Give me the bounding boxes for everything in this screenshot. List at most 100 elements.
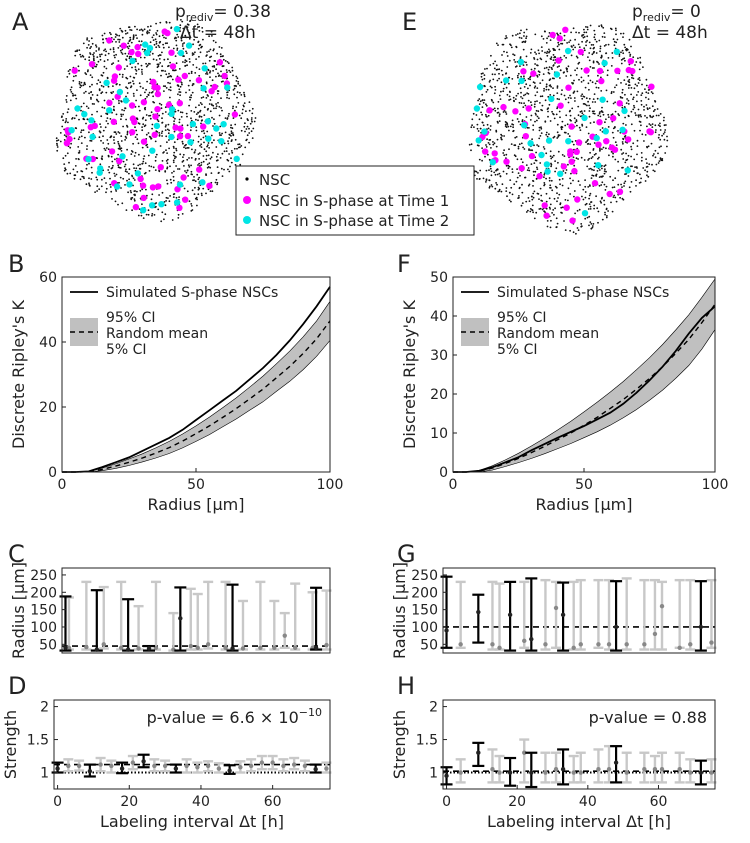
nsc-dot bbox=[534, 170, 537, 173]
nsc-dot bbox=[559, 183, 561, 186]
nsc-dot bbox=[597, 157, 599, 160]
nsc-dot bbox=[569, 182, 572, 185]
nsc-dot bbox=[591, 101, 594, 103]
nsc-dot bbox=[71, 117, 74, 119]
nsc-dot bbox=[623, 79, 626, 81]
data-point bbox=[688, 642, 693, 647]
nsc-dot bbox=[642, 66, 644, 68]
nsc-dot bbox=[67, 70, 70, 72]
nsc-dot bbox=[500, 133, 502, 136]
data-point bbox=[324, 766, 329, 771]
nsc-dot bbox=[190, 117, 192, 120]
nsc-dot bbox=[181, 20, 184, 23]
nsc-dot bbox=[188, 104, 191, 107]
nsc-dot bbox=[96, 82, 98, 85]
nsc-dot bbox=[538, 71, 541, 73]
nsc-dot bbox=[523, 94, 525, 97]
nsc-dot bbox=[216, 159, 219, 162]
nsc-dot bbox=[163, 218, 165, 221]
nsc-sphase-time1-dot bbox=[575, 139, 583, 146]
nsc-dot bbox=[511, 78, 514, 80]
nsc-dot bbox=[63, 163, 66, 166]
p-value-annotation: p-value = 0.88 bbox=[589, 708, 707, 727]
nsc-dot bbox=[138, 208, 141, 211]
nsc-dot bbox=[629, 55, 631, 57]
nsc-sphase-time1-dot bbox=[231, 111, 239, 118]
nsc-dot bbox=[622, 137, 624, 140]
nsc-dot bbox=[237, 82, 240, 85]
nsc-dot bbox=[194, 186, 196, 189]
nsc-dot bbox=[174, 117, 176, 120]
nsc-dot bbox=[248, 101, 251, 103]
nsc-dot bbox=[205, 150, 208, 153]
y-axis-label: Radius [μm] bbox=[390, 562, 409, 659]
nsc-dot bbox=[589, 151, 591, 154]
nsc-dot bbox=[107, 85, 110, 88]
nsc-dot bbox=[559, 116, 561, 119]
nsc-dot bbox=[117, 38, 119, 41]
nsc-dot bbox=[520, 102, 523, 104]
nsc-dot bbox=[533, 174, 535, 177]
nsc-dot bbox=[141, 129, 144, 132]
nsc-dot bbox=[548, 66, 551, 68]
nsc-sphase-time1-dot bbox=[206, 182, 213, 189]
nsc-dot bbox=[88, 92, 90, 95]
nsc-dot bbox=[535, 114, 537, 116]
nsc-dot bbox=[500, 136, 502, 139]
nsc-dot bbox=[205, 72, 207, 75]
nsc-dot bbox=[643, 105, 645, 108]
nsc-dot bbox=[214, 41, 217, 44]
nsc-sphase-time1-dot bbox=[518, 165, 525, 172]
y-axis-label: Radius [μm] bbox=[9, 562, 28, 659]
nsc-dot bbox=[614, 101, 616, 104]
nsc-dot bbox=[588, 59, 591, 62]
nsc-dot bbox=[118, 38, 121, 41]
nsc-dot bbox=[228, 112, 230, 115]
nsc-dot bbox=[196, 204, 198, 207]
data-point bbox=[606, 642, 612, 647]
nsc-dot bbox=[66, 111, 69, 114]
nsc-dot bbox=[231, 66, 234, 69]
nsc-sphase-time2-dot bbox=[106, 107, 113, 114]
nsc-dot bbox=[556, 87, 559, 89]
nsc-dot bbox=[477, 172, 479, 174]
nsc-dot bbox=[182, 142, 184, 145]
nsc-dot bbox=[140, 214, 143, 217]
nsc-sphase-time1-dot bbox=[603, 138, 610, 145]
nsc-dot bbox=[573, 97, 576, 99]
nsc-dot bbox=[540, 46, 543, 48]
nsc-dot bbox=[548, 177, 551, 179]
nsc-dot bbox=[95, 50, 98, 52]
nsc-dot bbox=[117, 140, 119, 143]
nsc-dot bbox=[561, 184, 564, 187]
nsc-dot bbox=[138, 29, 141, 31]
nsc-dot bbox=[594, 33, 596, 36]
nsc-dot bbox=[173, 130, 176, 133]
nsc-dot bbox=[215, 103, 218, 105]
nsc-sphase-time2-dot bbox=[205, 135, 212, 142]
nsc-dot bbox=[557, 197, 559, 199]
nsc-dot bbox=[65, 118, 68, 120]
nsc-dot bbox=[532, 192, 535, 195]
nsc-dot bbox=[139, 56, 142, 59]
nsc-dot bbox=[472, 112, 475, 115]
nsc-dot bbox=[505, 187, 508, 189]
nsc-dot bbox=[246, 125, 249, 128]
nsc-dot bbox=[584, 196, 587, 199]
nsc-dot bbox=[483, 77, 486, 80]
nsc-sphase-time2-dot bbox=[126, 181, 133, 188]
nsc-dot bbox=[659, 158, 662, 160]
nsc-sphase-time2-dot bbox=[565, 138, 572, 145]
nsc-dot bbox=[120, 115, 123, 118]
nsc-dot bbox=[240, 145, 243, 147]
nsc-dot bbox=[640, 177, 642, 180]
nsc-dot bbox=[640, 115, 642, 118]
nsc-dot bbox=[634, 166, 636, 169]
nsc-dot bbox=[588, 52, 591, 54]
nsc-dot bbox=[63, 134, 66, 137]
nsc-dot bbox=[155, 22, 158, 25]
nsc-dot bbox=[84, 58, 87, 61]
nsc-dot bbox=[76, 171, 79, 173]
data-point bbox=[66, 645, 72, 650]
nsc-dot bbox=[146, 32, 149, 35]
